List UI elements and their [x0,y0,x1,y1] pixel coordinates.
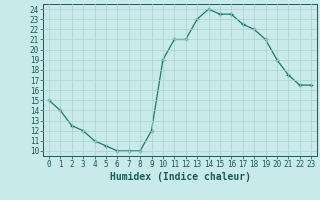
X-axis label: Humidex (Indice chaleur): Humidex (Indice chaleur) [109,172,251,182]
